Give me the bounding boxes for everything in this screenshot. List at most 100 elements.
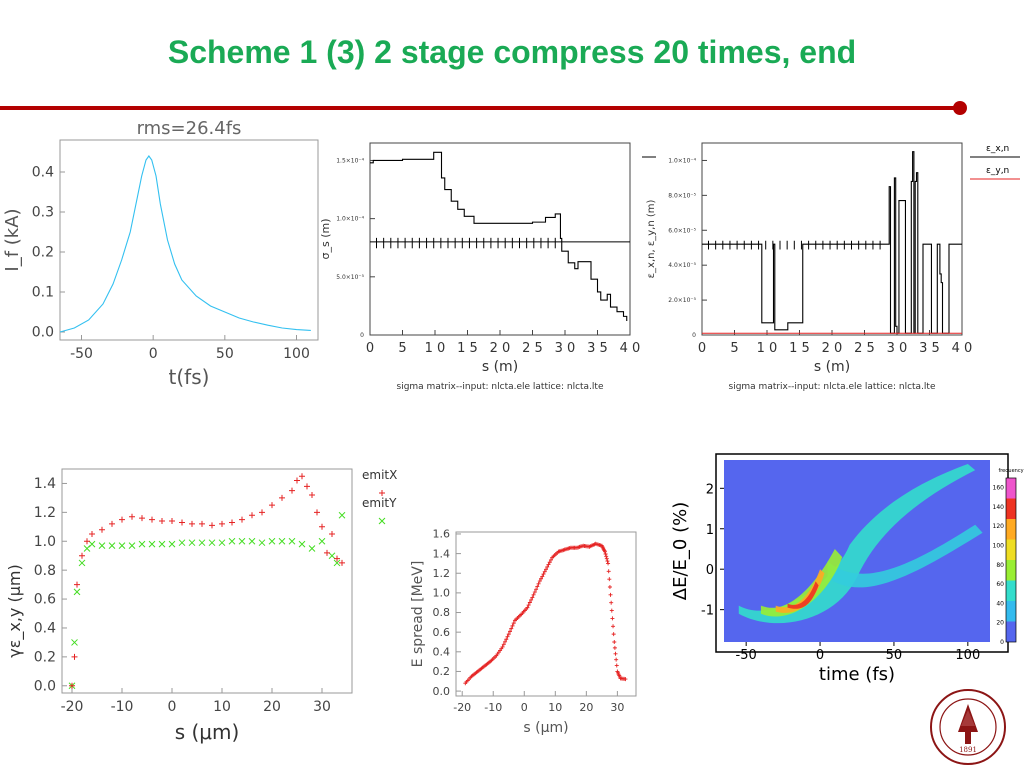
data-point — [604, 554, 609, 559]
data-point — [535, 584, 540, 589]
slice-emittance-chart: -20 -10 0 10 20 30 0.0 0.2 0.4 0.6 0.8 1.0 1.2 1.4 emi… — [5, 468, 397, 744]
data-point — [529, 597, 534, 602]
colorbar-tick-label: 120 — [993, 523, 1005, 530]
data-point — [623, 677, 628, 682]
series-line-main — [59, 155, 311, 333]
title-rule-dot — [953, 101, 967, 115]
data-point-emitX — [259, 509, 265, 516]
y-tick-label: 0.6 — [34, 592, 56, 608]
data-point — [609, 608, 614, 613]
legend-label: ε_y,n — [986, 166, 1009, 176]
data-point — [544, 567, 548, 572]
colorbar-tick-label: 20 — [996, 620, 1004, 627]
data-point-emitX — [149, 516, 155, 523]
data-point-emitX — [304, 483, 310, 490]
x-tick-label: 0 — [168, 699, 177, 715]
data-point-emitY — [218, 539, 226, 547]
data-point-emitX — [71, 653, 78, 660]
y-tick-label: 1.2 — [34, 505, 56, 521]
data-point-emitX — [199, 520, 205, 527]
data-point-emitX — [119, 516, 125, 523]
data-point — [510, 623, 515, 628]
data-point — [610, 616, 615, 621]
x-tick-label: -20 — [453, 701, 471, 714]
y-tick-label: 0 — [706, 563, 714, 578]
data-point — [606, 561, 611, 566]
x-tick-label: 5 — [730, 341, 738, 356]
data-point-emitY — [148, 540, 156, 548]
data-point — [527, 600, 532, 605]
data-point — [500, 644, 505, 649]
data-point-emitY — [338, 511, 346, 519]
x-tick-label: 20 — [263, 699, 281, 715]
data-point-emitY — [158, 540, 166, 548]
x-tick-label: 0 — [149, 346, 158, 362]
x-tick-label: 2 5 — [854, 341, 875, 356]
y-tick-label: 0 — [360, 332, 364, 339]
y-tick-label: 0.4 — [32, 165, 54, 181]
data-point — [602, 549, 607, 554]
x-tick-label: -10 — [111, 699, 134, 715]
data-point — [605, 559, 610, 564]
footnote: sigma matrix--input: nlcta.ele lattice: … — [729, 382, 936, 392]
x-tick-label: 3 0 — [887, 341, 908, 356]
y-tick-label: 0.1 — [32, 285, 54, 301]
x-axis-label: s (m) — [814, 359, 850, 375]
chart-title: rms=26.4fs — [137, 118, 242, 139]
y-axis-label: σ_s (m) — [319, 219, 332, 260]
data-point — [614, 657, 619, 662]
y-tick-label: 0.4 — [34, 621, 56, 637]
x-tick-label: -10 — [484, 701, 502, 714]
data-point — [547, 560, 552, 565]
density-region — [738, 464, 976, 624]
x-tick-label: 30 — [313, 699, 331, 715]
colorbar-tick-label: 100 — [993, 543, 1005, 550]
data-point-emitX — [279, 494, 285, 501]
data-point-emitY — [238, 537, 246, 545]
density-region — [787, 581, 819, 609]
x-tick-label: 2 5 — [522, 341, 543, 356]
data-point — [532, 590, 537, 595]
colorbar-segment — [1006, 580, 1016, 601]
data-point-emitX — [129, 513, 135, 520]
x-tick-label: 4 0 — [952, 341, 973, 356]
plot-frame — [369, 142, 631, 336]
title-rule — [0, 106, 962, 110]
x-tick-label: -50 — [70, 346, 93, 362]
data-point — [614, 663, 619, 668]
colorbar-segment — [1006, 498, 1016, 519]
x-tick-label: 100 — [283, 346, 310, 362]
y-axis-label: E spread [MeV] — [410, 561, 426, 668]
colorbar-tick-label: 140 — [993, 504, 1005, 511]
y-tick-label: 0.2 — [32, 245, 54, 261]
colorbar-tick-label: 40 — [996, 600, 1004, 607]
plot-frame — [455, 531, 637, 697]
data-point-emitY — [118, 542, 126, 549]
y-tick-label: 0.3 — [32, 205, 54, 221]
y-tick-label: 4.0×10⁻⁵ — [668, 262, 696, 269]
data-point — [606, 569, 611, 574]
data-point-emitX — [99, 526, 105, 533]
data-point — [504, 637, 509, 642]
data-point-emitY — [333, 559, 341, 567]
data-point-emitY — [88, 540, 96, 548]
data-point-emitX — [314, 509, 320, 516]
y-axis-label: I_f (kA) — [2, 208, 23, 271]
data-point — [537, 579, 542, 584]
y-tick-label: 1.4 — [433, 547, 451, 560]
legend-marker — [379, 490, 385, 496]
data-point — [607, 577, 612, 582]
data-point — [611, 624, 616, 629]
energy-spread-chart: -20 -10 0 10 20 30 0.0 0.2 0.4 0.6 0.8 1.0 1.2 1.4 1.6… — [410, 528, 637, 736]
colorbar-segment — [1006, 621, 1016, 642]
colorbar-tick-label: 0 — [1000, 639, 1004, 646]
legend-marker — [378, 517, 386, 525]
x-tick-label: 1 5 — [789, 341, 810, 356]
data-point — [501, 642, 506, 647]
data-point-emitY — [188, 539, 196, 547]
x-axis-label: t(fs) — [169, 365, 210, 389]
data-point-emitY — [288, 537, 296, 545]
y-tick-label: 0.6 — [433, 626, 451, 639]
x-tick-label: 4 0 — [620, 341, 641, 356]
